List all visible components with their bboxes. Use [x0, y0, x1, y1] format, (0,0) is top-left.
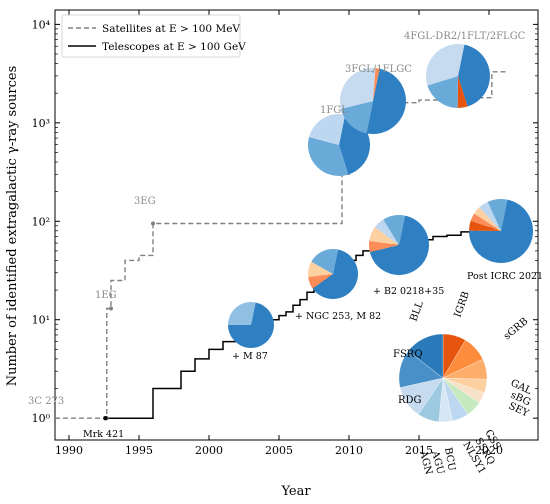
class-label: BCU — [442, 447, 457, 472]
y-tick-label: 10⁰ — [32, 412, 51, 425]
y-tick-label: 10¹ — [32, 314, 50, 327]
pie-slice — [373, 68, 380, 101]
pie-slice — [312, 249, 358, 299]
pie-slice — [369, 227, 399, 245]
telescope-pie — [469, 198, 533, 263]
x-tick-label: 2020 — [475, 444, 503, 457]
pie-slice — [457, 76, 468, 108]
satellite-catalog-label: 3EG — [134, 196, 156, 207]
pie-slice — [369, 240, 399, 253]
satellite-catalog-label: 4FGL-DR2/1FLT/2FLGC — [404, 31, 526, 42]
satellite-pie — [340, 68, 406, 134]
class-label: BLL — [408, 300, 426, 323]
telescope-pie — [228, 302, 274, 349]
pie-slice — [383, 215, 405, 245]
pie-slice — [228, 302, 256, 325]
legend-label-satellites: Satellites at E > 100 MeV — [102, 23, 240, 35]
pie-slice — [458, 44, 491, 107]
legend: Satellites at E > 100 MeV Telescopes at … — [61, 14, 246, 58]
pie-slice — [99, 407, 101, 414]
telescope-milestone-label: + NGC 253, M 82 — [295, 311, 381, 322]
satellite-pie — [99, 407, 101, 414]
x-tick-label: 2000 — [195, 444, 223, 457]
axis-ticks: 1990 1995 2000 2005 2010 2015 2020 10⁰ 10¹ 10² 10³… — [32, 10, 538, 457]
pie-slice — [104, 304, 106, 310]
satellite-pie — [104, 304, 106, 310]
pie-slice — [469, 199, 533, 263]
satellite-catalog-label: 1FGL — [320, 105, 348, 116]
satellite-marker — [109, 306, 113, 311]
pie-slice — [427, 76, 458, 108]
telescope-milestone-label: + B2 0218+35 — [373, 286, 444, 297]
pie-slice — [369, 215, 430, 276]
pie-slice — [487, 198, 508, 231]
telescope-milestone-label: + M 87 — [232, 351, 268, 362]
pie-slice — [469, 220, 501, 231]
pie-slice — [470, 213, 501, 231]
y-tick-label: 10³ — [32, 117, 50, 130]
x-tick-label: 1990 — [55, 444, 83, 457]
satellite-catalog-label: 3FGL/1FLGC — [345, 64, 412, 75]
telescope-milestone-label: Mrk 421 — [83, 429, 124, 440]
pie-slice — [474, 207, 501, 231]
plot-frame — [54, 9, 539, 441]
y-tick-label: 10⁴ — [32, 18, 51, 31]
legend-box — [61, 14, 241, 58]
telescope-pie — [308, 248, 358, 299]
y-axis-title: Number of identified extragalactic γ-ray… — [5, 66, 20, 387]
class-label: RDG — [398, 395, 422, 406]
telescope-pie — [369, 215, 430, 276]
x-tick-label: 2005 — [265, 444, 293, 457]
satellite-pie — [144, 207, 149, 228]
y-tick-label: 10² — [32, 215, 50, 228]
satellite-catalog-label: 1EG — [95, 290, 117, 301]
satellite-marker — [151, 221, 155, 226]
pie-layer — [99, 44, 533, 423]
x-tick-label: 2010 — [335, 444, 363, 457]
satellite-pie — [426, 44, 491, 108]
legend-label-telescopes: Telescopes at E > 100 GeV — [102, 41, 246, 53]
class-label: IGRB — [452, 290, 472, 319]
x-axis-title: Year — [280, 484, 311, 499]
pie-slice — [308, 136, 349, 176]
x-tick-label: 2015 — [405, 444, 433, 457]
pie-slice — [340, 68, 376, 109]
pie-slice — [308, 261, 333, 277]
pie-slice — [228, 302, 274, 349]
class-label: sGRB — [502, 316, 531, 342]
satellite-catalog-label: 3C 273 — [28, 396, 64, 407]
telescope-milestone-label: Post ICRC 2021 — [467, 271, 543, 282]
pie-slice — [366, 68, 406, 134]
pie-slice — [426, 44, 465, 86]
x-tick-label: 1995 — [125, 444, 153, 457]
pie-slice — [374, 219, 399, 245]
class-pie-slice — [408, 333, 444, 379]
pie-slice — [311, 248, 338, 274]
pie-slice — [340, 101, 373, 134]
telescope-marker — [103, 415, 108, 421]
pie-slice — [144, 207, 149, 228]
class-label: FSRQ — [393, 349, 423, 360]
pie-slice — [308, 274, 333, 289]
pie-slice — [479, 201, 501, 231]
class-legend-pie — [398, 333, 488, 423]
pie-slice — [309, 114, 346, 145]
